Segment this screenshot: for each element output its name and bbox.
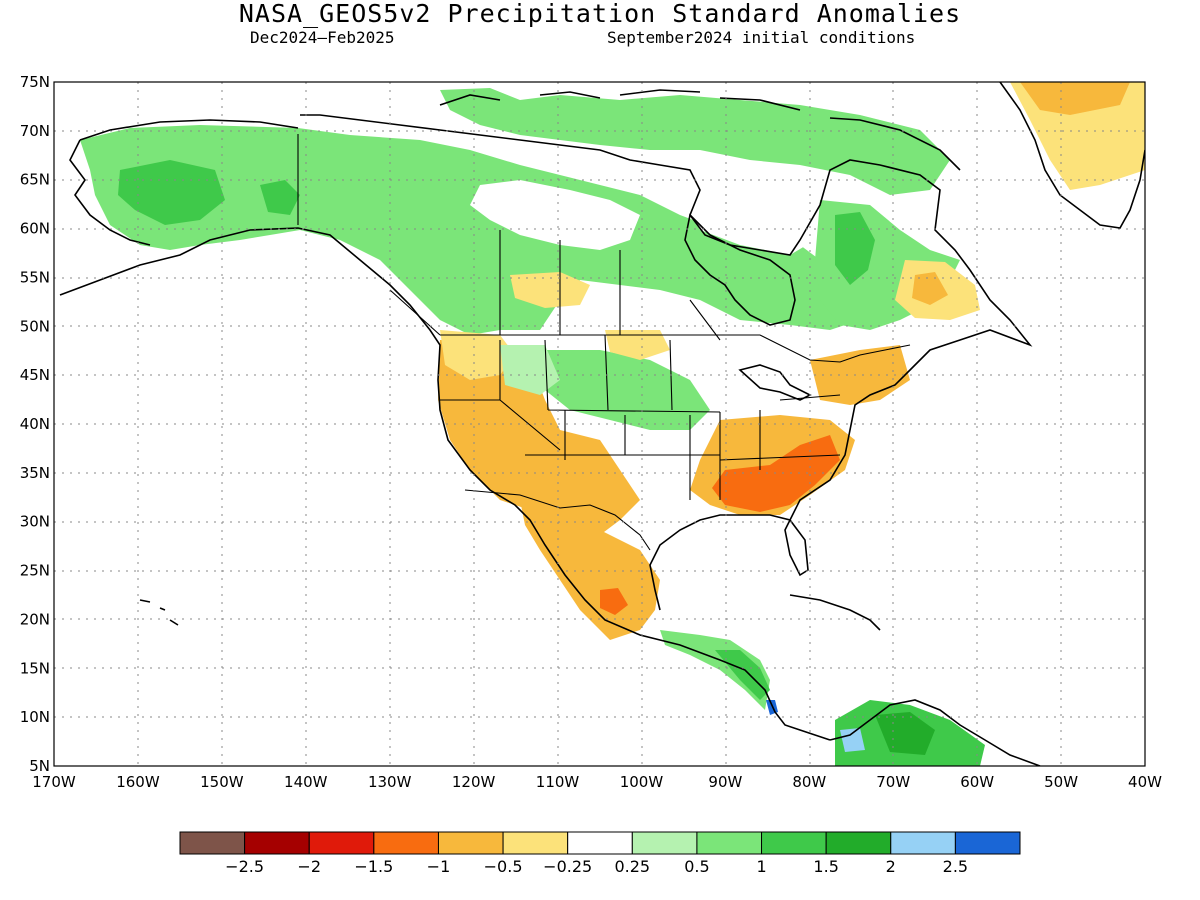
coastline-alaska: [69, 119, 299, 246]
map-title: NASA_GEOS5v2 Precipitation Standard Anom…: [238, 0, 962, 28]
colorbar-label: −0.5: [484, 857, 523, 876]
colorbar-swatch: [373, 831, 439, 855]
canada-province-lines: [389, 230, 721, 341]
colorbar: [179, 831, 1021, 855]
latitude-label: 10N: [20, 708, 50, 726]
longitude-label: 110W: [536, 773, 580, 791]
anomaly-region-us-nw-light-dry: [440, 330, 515, 380]
longitude-label: 140W: [284, 773, 328, 791]
longitude-label: 170W: [32, 773, 76, 791]
coastline-hudson-bay: [684, 213, 796, 326]
coastline-arctic-islands: [439, 89, 961, 171]
anomaly-region-alaska-wet: [80, 125, 860, 335]
colorbar-swatch: [890, 831, 956, 855]
political-boundaries: [297, 134, 911, 551]
latitude-label: 15N: [20, 659, 50, 677]
anomaly-region-south-america-core-wet: [875, 712, 935, 755]
anomaly-region-central-america-core-wet: [715, 650, 770, 700]
colorbar-label: −1.5: [354, 857, 393, 876]
colorbar-swatch: [244, 831, 310, 855]
anomaly-region-quebec-core-wet: [835, 212, 875, 285]
latitude-label: 70N: [20, 122, 50, 140]
coastline-north-america: [59, 114, 1033, 741]
colorbar-swatch: [696, 831, 763, 855]
longitude-label: 50W: [1044, 773, 1078, 791]
colorbar-label: 2.5: [943, 857, 968, 876]
latitude-labels: 75N 70N 65N 60N 55N 50N 45N 40N 35N 30N 25N 20N 15N 1…: [20, 73, 50, 775]
anomaly-region-canada-neutral: [470, 180, 640, 250]
colorbar-swatch: [631, 831, 698, 855]
coastline-greenland: [999, 82, 1145, 229]
coastline-south-america: [829, 699, 1041, 766]
anomaly-region-northern-plains-light-wet: [500, 345, 560, 395]
latitude-label: 60N: [20, 220, 50, 238]
longitude-label: 80W: [792, 773, 826, 791]
anomaly-region-arctic-wet: [440, 88, 950, 195]
coastline-great-lakes: [738, 364, 812, 401]
map-frame: [53, 81, 1146, 767]
colorbar-label: −2.5: [225, 857, 264, 876]
anomaly-region-labrador-core-dry: [912, 272, 948, 305]
anomaly-region-greenland-core-dry: [1020, 82, 1130, 115]
colorbar-label: 1.5: [813, 857, 838, 876]
colorbar-swatch: [954, 831, 1021, 855]
anomaly-region-us-west-dry: [438, 340, 640, 535]
anomaly-region-hudson-neutral: [685, 175, 820, 255]
colorbar-label: 1: [756, 857, 766, 876]
coastlines: [59, 82, 1145, 766]
colorbar-swatch: [502, 831, 569, 855]
latitude-label: 30N: [20, 513, 50, 531]
latitude-label: 25N: [20, 562, 50, 580]
latitude-label: 35N: [20, 464, 50, 482]
longitude-label: 150W: [200, 773, 244, 791]
anomaly-field: [80, 82, 1145, 766]
longitude-label: 160W: [116, 773, 160, 791]
gridlines: [54, 82, 1145, 766]
border-us-canada: [440, 334, 911, 363]
longitude-label: 70W: [876, 773, 910, 791]
anomaly-region-northeast-dry: [810, 345, 910, 405]
longitude-label: 100W: [620, 773, 664, 791]
colorbar-swatch: [308, 831, 375, 855]
border-us-mexico: [464, 489, 651, 551]
latitude-label: 65N: [20, 171, 50, 189]
longitude-label: 90W: [708, 773, 742, 791]
colorbar-swatch: [567, 831, 633, 855]
colorbar-label: 0.5: [684, 857, 709, 876]
latitude-label: 20N: [20, 610, 50, 628]
anomaly-region-plains-dry-north: [605, 330, 670, 360]
colorbar-swatch: [825, 831, 892, 855]
colorbar-swatch: [761, 831, 827, 855]
colorbar-label: −0.25: [543, 857, 592, 876]
coastline-cuba: [789, 594, 881, 631]
latitude-label: 45N: [20, 366, 50, 384]
longitude-label: 130W: [368, 773, 412, 791]
colorbar-swatch: [179, 831, 246, 855]
anomaly-region-mexico-core-dry: [600, 588, 628, 615]
anomaly-region-prairie-dry: [510, 272, 590, 308]
latitude-label: 75N: [20, 73, 50, 91]
colorbar-label: −2: [297, 857, 321, 876]
colorbar-label: 2: [886, 857, 896, 876]
colorbar-swatch: [437, 831, 504, 855]
anomaly-region-yukon-wet: [260, 180, 300, 215]
longitude-label: 40W: [1128, 773, 1162, 791]
latitude-label: 55N: [20, 268, 50, 286]
latitude-label: 5N: [29, 757, 50, 775]
colorbar-label: −1: [427, 857, 451, 876]
longitude-label: 120W: [452, 773, 496, 791]
forecast-period: Dec2024–Feb2025: [250, 28, 395, 47]
anomaly-region-central-america-wet: [660, 630, 770, 710]
anomaly-region-south-america-light-blue: [840, 728, 865, 752]
colorbar-label: 0.25: [614, 857, 650, 876]
longitude-labels: 170W 160W 150W 140W 130W 120W 110W 100W 90W 80W 70…: [32, 773, 1162, 791]
colorbar-labels: −2.5 −2 −1.5 −1 −0.5 −0.25 0.25 0.5 1 1.5 2 2.5: [225, 857, 968, 876]
longitude-label: 60W: [960, 773, 994, 791]
latitude-label: 50N: [20, 317, 50, 335]
initial-conditions: September2024 initial conditions: [607, 28, 916, 47]
anomaly-region-alaska-core-wet: [118, 160, 225, 225]
coastline-hawaii: [139, 599, 179, 626]
latitude-label: 40N: [20, 415, 50, 433]
